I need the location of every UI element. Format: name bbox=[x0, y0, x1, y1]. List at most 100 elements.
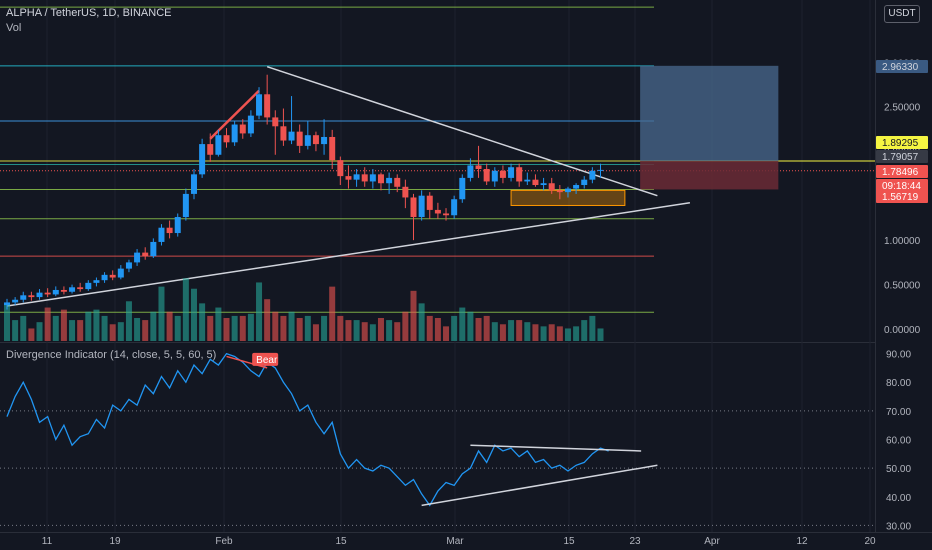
price-badge-text: 2.96330 bbox=[882, 62, 919, 73]
price-badge-target bbox=[876, 60, 928, 73]
candle-body bbox=[532, 179, 539, 186]
indicator-support-trendline[interactable] bbox=[421, 464, 658, 507]
candle-body bbox=[4, 302, 10, 306]
time-tick-label: 23 bbox=[629, 536, 641, 547]
candle-body bbox=[491, 170, 498, 182]
candle-body bbox=[304, 135, 311, 146]
candle-body bbox=[361, 174, 368, 182]
volume-bar bbox=[52, 315, 59, 341]
bearish-divergence-line bbox=[226, 355, 268, 369]
price-badge-text: 1.78496 bbox=[882, 167, 919, 178]
candle-body bbox=[321, 136, 328, 145]
candle-body bbox=[451, 199, 458, 216]
candle-body bbox=[272, 117, 279, 127]
long-position-target[interactable] bbox=[640, 65, 779, 161]
volume-bar bbox=[337, 315, 344, 341]
time-tick-label: 11 bbox=[42, 536, 53, 547]
candle-body bbox=[280, 126, 287, 141]
volume-bar bbox=[166, 311, 173, 341]
candle-body bbox=[410, 197, 417, 218]
time-tick-label: Mar bbox=[446, 536, 464, 547]
indicator-resistance-trendline[interactable] bbox=[470, 444, 642, 452]
volume-bar bbox=[190, 288, 197, 341]
volume-bar bbox=[377, 318, 384, 341]
volume-bar bbox=[548, 324, 555, 341]
volume-bar bbox=[4, 303, 10, 341]
candle-body bbox=[264, 94, 271, 118]
volume-bar bbox=[158, 286, 165, 341]
volume-bar bbox=[589, 315, 596, 341]
volume-bar bbox=[483, 315, 490, 341]
volume-bar bbox=[434, 318, 441, 341]
candle-body bbox=[564, 188, 571, 193]
volume-bar bbox=[231, 315, 238, 341]
candle-body bbox=[443, 213, 450, 216]
volume-bar bbox=[12, 320, 19, 341]
candle-body bbox=[231, 124, 238, 143]
volume-bar bbox=[85, 311, 92, 341]
volume-bar bbox=[564, 328, 571, 341]
volume-bar bbox=[125, 301, 132, 341]
candle-body bbox=[20, 295, 27, 300]
time-tick-label: Feb bbox=[215, 536, 233, 547]
time-tick-label: Apr bbox=[704, 536, 720, 547]
volume-label: Vol bbox=[6, 22, 22, 34]
volume-bar bbox=[524, 322, 531, 341]
candle-body bbox=[499, 170, 506, 178]
candle-body bbox=[418, 195, 425, 218]
volume-bar bbox=[272, 311, 279, 341]
volume-bar bbox=[20, 315, 27, 341]
volume-bar bbox=[288, 311, 295, 341]
volume-bar bbox=[516, 320, 523, 341]
volume-bar bbox=[581, 320, 588, 341]
trendline[interactable] bbox=[6, 202, 691, 307]
volume-bar bbox=[117, 322, 124, 341]
volume-bar bbox=[304, 315, 311, 341]
price-badge-last-close bbox=[876, 150, 928, 163]
symbol-title[interactable]: ALPHA / TetherUS, 1D, BINANCE bbox=[6, 7, 172, 19]
volume-bar bbox=[353, 320, 360, 341]
candle-body bbox=[85, 282, 92, 290]
volume-bar bbox=[150, 311, 157, 341]
candle-body bbox=[93, 280, 100, 283]
volume-bar bbox=[44, 307, 51, 341]
price-badge-current-price bbox=[876, 165, 928, 178]
long-position-stop[interactable] bbox=[640, 160, 779, 190]
volume-bar bbox=[239, 315, 246, 341]
candle-body bbox=[581, 179, 588, 186]
candle-body bbox=[117, 268, 124, 278]
volume-bar bbox=[369, 324, 376, 341]
candle-body bbox=[329, 136, 336, 161]
candle-body bbox=[182, 193, 189, 218]
volume-bar bbox=[247, 313, 254, 341]
candle-body bbox=[459, 177, 466, 200]
volume-bar bbox=[296, 318, 303, 341]
candle-body bbox=[369, 174, 376, 182]
volume-bar bbox=[467, 311, 474, 341]
candle-body bbox=[125, 262, 132, 269]
volume-bar bbox=[109, 324, 116, 341]
candle-body bbox=[134, 252, 141, 263]
price-badge-stop bbox=[876, 190, 928, 203]
candle-body bbox=[150, 241, 157, 257]
candle-body bbox=[101, 274, 108, 281]
volume-bar bbox=[573, 326, 580, 341]
candle-body bbox=[597, 169, 604, 171]
candle-body bbox=[508, 167, 515, 178]
indicator-title[interactable]: Divergence Indicator (14, close, 5, 5, 6… bbox=[6, 349, 217, 361]
volume-bar bbox=[394, 322, 401, 341]
candle-body bbox=[36, 292, 43, 298]
candle-body bbox=[516, 167, 523, 182]
volume-bar bbox=[134, 318, 141, 341]
price-tick-label: 2.50000 bbox=[884, 103, 921, 114]
volume-bar bbox=[443, 326, 450, 341]
volume-bar bbox=[386, 320, 393, 341]
indicator-tick-label: 90.00 bbox=[886, 350, 911, 361]
candle-body bbox=[548, 183, 555, 191]
candle-body bbox=[524, 179, 531, 182]
time-tick-label: 20 bbox=[864, 536, 876, 547]
candle-body bbox=[394, 177, 401, 187]
currency-button[interactable]: USDT bbox=[884, 5, 920, 23]
price-badge-text: 1.89295 bbox=[882, 138, 919, 149]
